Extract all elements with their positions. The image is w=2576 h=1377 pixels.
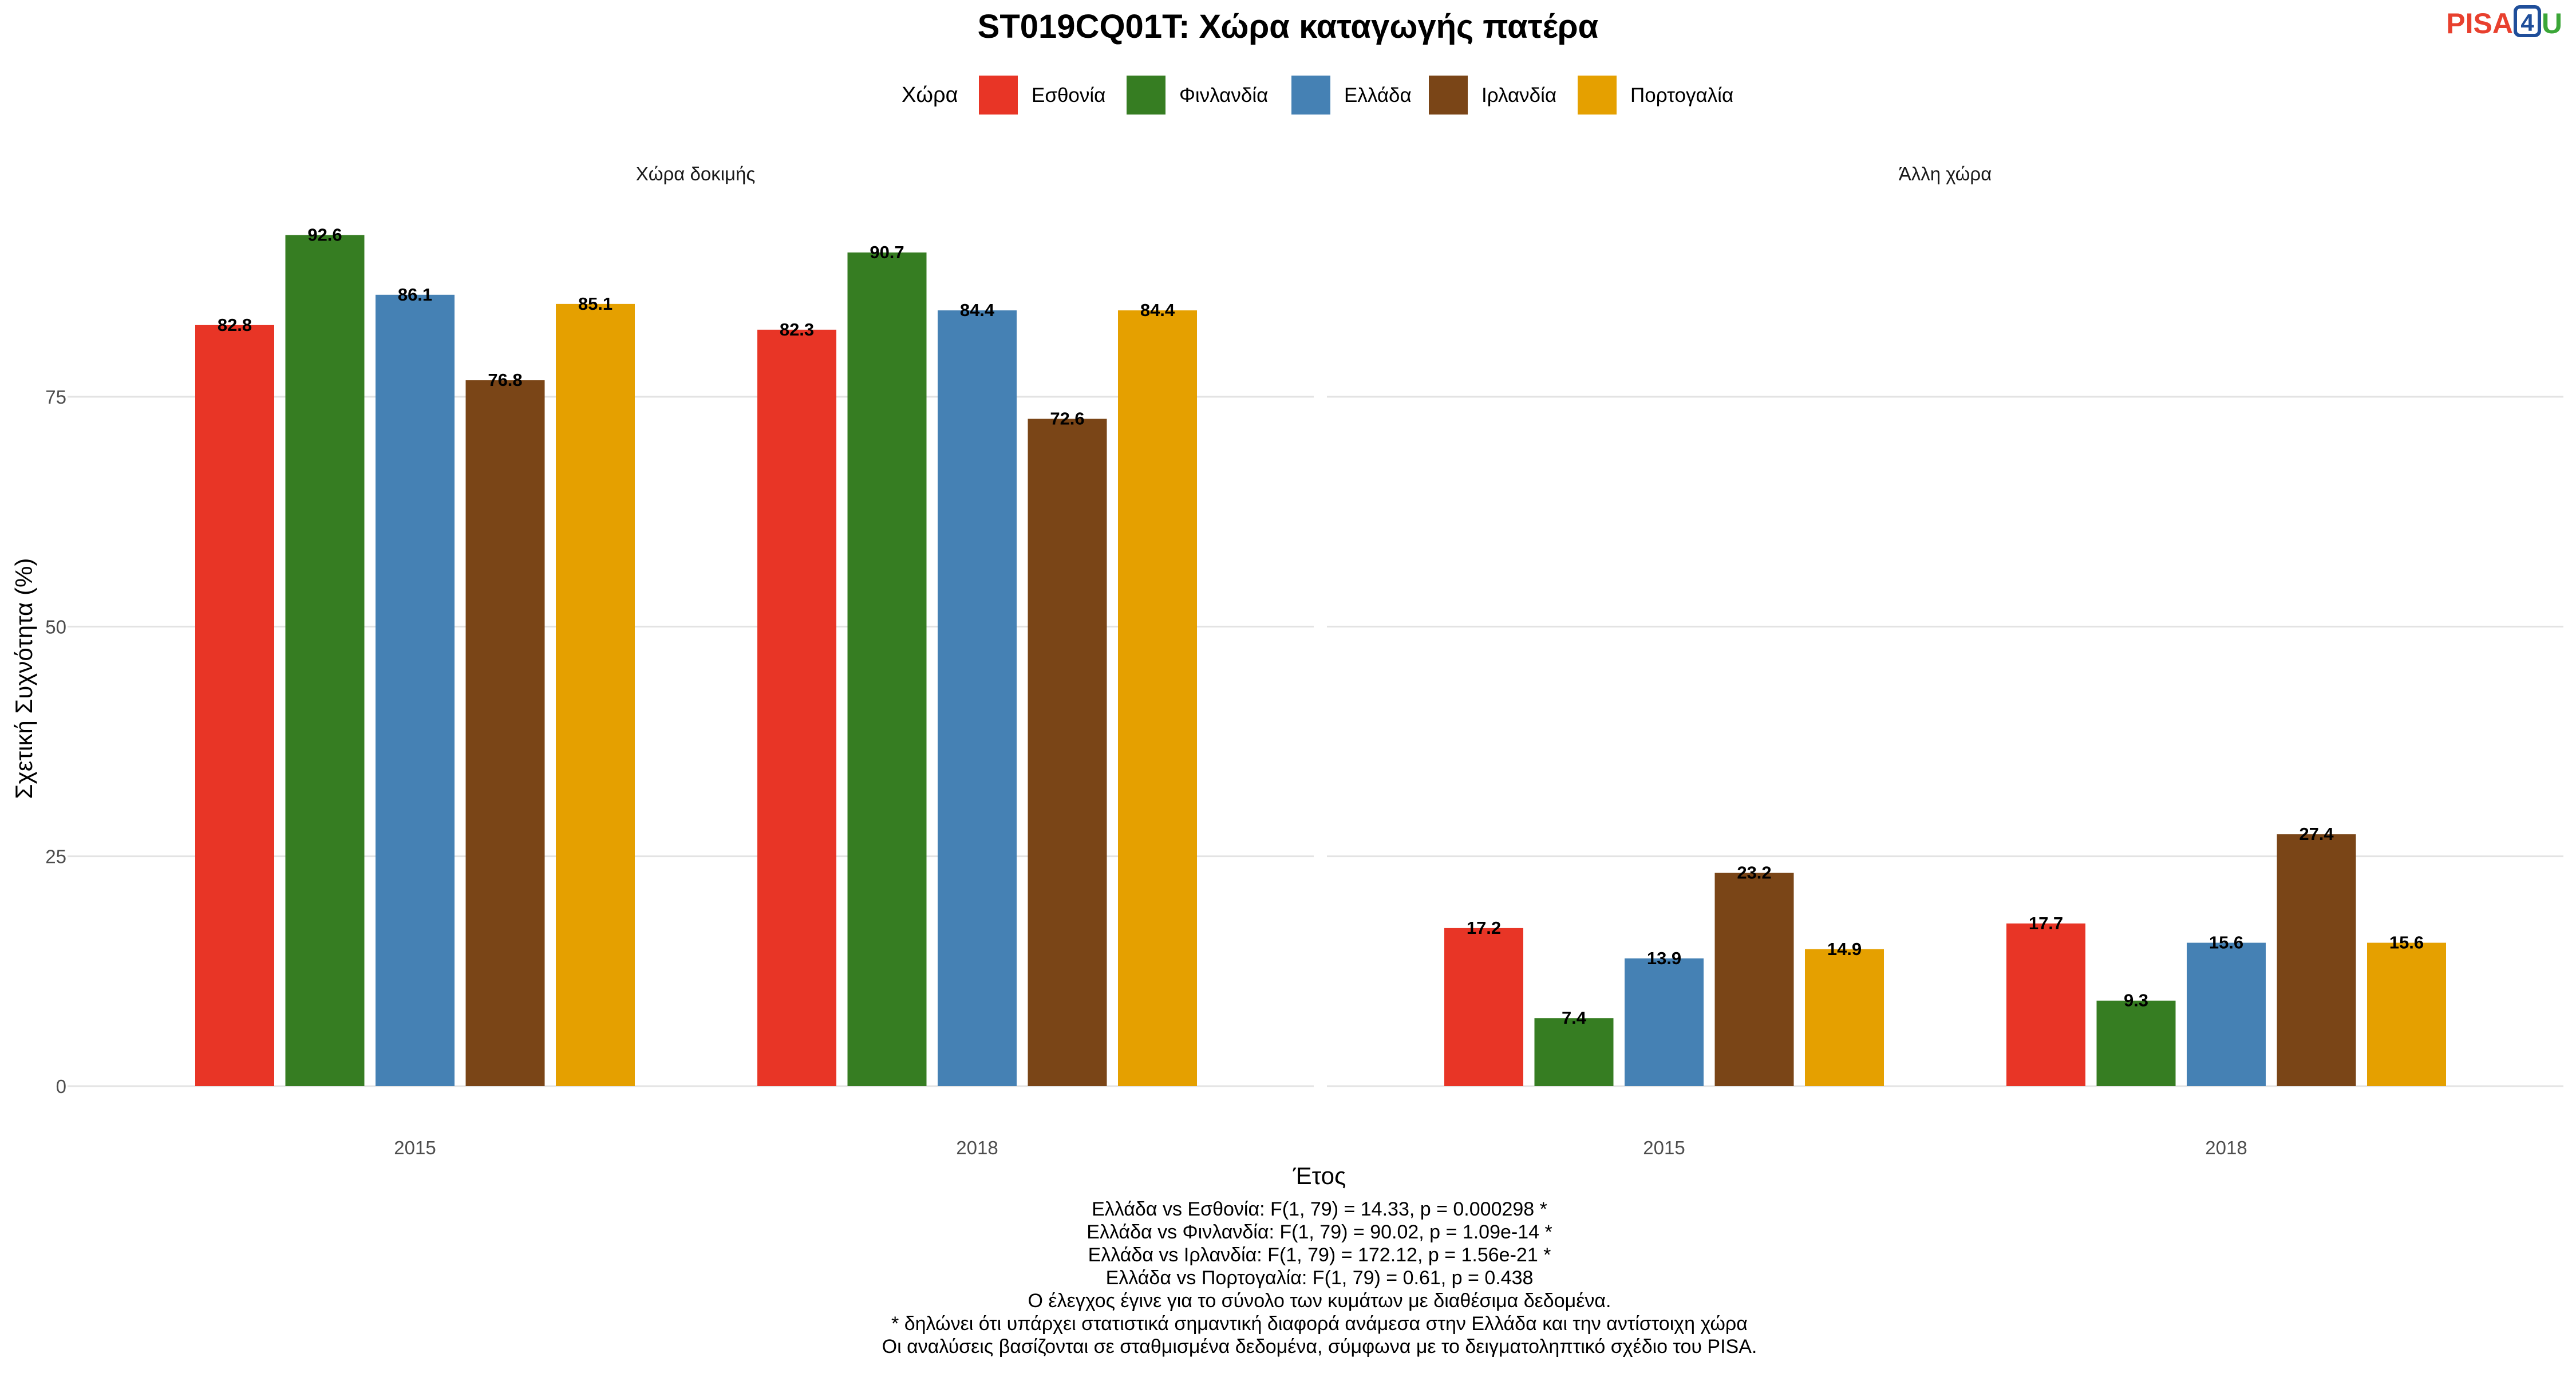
legend-swatch <box>1291 76 1330 115</box>
facet-label-other-country: Άλλη χώρα <box>1899 163 1992 184</box>
bar-value-label: 9.3 <box>2124 991 2148 1011</box>
bar <box>1028 419 1107 1086</box>
bar-value-label: 17.2 <box>1467 918 1501 938</box>
bar <box>2187 942 2266 1086</box>
bar <box>195 325 274 1087</box>
bars <box>195 235 2446 1087</box>
bar-value-label: 85.1 <box>578 294 613 314</box>
bar-value-label: 92.6 <box>307 224 342 244</box>
facet-label-test-country: Χώρα δοκιμής <box>636 163 756 184</box>
legend-label: Ιρλανδία <box>1481 84 1556 106</box>
bar <box>1625 958 1704 1086</box>
bar <box>1444 928 1523 1086</box>
chart-title: ST019CQ01T: Χώρα καταγωγής πατέρα <box>978 8 1599 45</box>
bar-value-label: 15.6 <box>2389 933 2424 953</box>
bar <box>2006 923 2085 1086</box>
logo-four-text: 4 <box>2520 9 2534 36</box>
x-axis: 2015 2018 2015 2018 <box>394 1137 2247 1158</box>
y-tick-label: 50 <box>45 616 66 637</box>
bar-value-label: 84.4 <box>960 300 995 320</box>
bar-value-label: 90.7 <box>870 242 904 262</box>
x-axis-title: Έτος <box>1293 1162 1346 1189</box>
legend-title: Χώρα <box>902 83 958 107</box>
y-tick-label: 25 <box>45 846 66 867</box>
bar-value-label: 84.4 <box>1140 300 1175 320</box>
legend-label: Πορτογαλία <box>1630 84 1733 106</box>
footnote-line: * δηλώνει ότι υπάρχει στατιστικά σημαντι… <box>891 1313 1748 1335</box>
bar <box>1805 949 1884 1086</box>
bar <box>757 329 836 1086</box>
legend-swatch <box>1578 76 1617 115</box>
bar <box>1714 873 1794 1086</box>
legend-swatch <box>1429 76 1468 115</box>
bar <box>556 303 635 1086</box>
pisa4u-logo: PISA 4 U <box>2446 5 2562 40</box>
legend-swatch <box>1127 76 1165 115</box>
bar <box>465 380 545 1086</box>
y-axis-title: Σχετική Συχνότητα (%) <box>10 558 37 799</box>
bar-value-label: 17.7 <box>2029 913 2063 933</box>
bar <box>938 310 1017 1087</box>
footnote-line: Ο έλεγχος έγινε για το σύνολο των κυμάτω… <box>1028 1290 1611 1312</box>
footnotes: Ελλάδα vs Εσθονία: F(1, 79) = 14.33, p =… <box>882 1198 1757 1358</box>
bar <box>2096 1000 2176 1086</box>
footnote-line: Ελλάδα vs Ιρλανδία: F(1, 79) = 172.12, p… <box>1088 1244 1551 1266</box>
bar <box>847 252 927 1087</box>
footnote-line: Οι αναλύσεις βασίζονται σε σταθμισμένα δ… <box>882 1336 1757 1358</box>
bar-value-label: 15.6 <box>2209 933 2243 953</box>
legend: Χώρα Εσθονία Φινλανδία Ελλάδα Ιρλανδία Πορτο… <box>902 76 1733 115</box>
bar <box>2277 834 2356 1086</box>
bar-value-label: 7.4 <box>1562 1008 1587 1028</box>
y-tick-label: 75 <box>45 386 66 408</box>
x-tick-label: 2015 <box>394 1137 436 1158</box>
bar-value-label: 82.8 <box>218 315 252 335</box>
footnote-line: Ελλάδα vs Φινλανδία: F(1, 79) = 90.02, p… <box>1086 1221 1552 1243</box>
bar <box>1534 1018 1614 1086</box>
legend-label: Φινλανδία <box>1179 84 1268 106</box>
bar <box>2367 942 2446 1086</box>
bar-value-label: 82.3 <box>780 319 814 340</box>
bar-value-label: 72.6 <box>1050 409 1084 429</box>
y-tick-label: 0 <box>56 1076 66 1097</box>
bar <box>285 235 365 1087</box>
x-tick-label: 2015 <box>1643 1137 1685 1158</box>
y-axis: 0 25 50 75 <box>45 386 66 1097</box>
legend-swatch <box>979 76 1018 115</box>
legend-label: Ελλάδα <box>1344 84 1412 106</box>
bar-value-label: 27.4 <box>2299 824 2334 844</box>
bar <box>1118 310 1197 1087</box>
x-tick-label: 2018 <box>956 1137 998 1158</box>
bar-value-label: 23.2 <box>1737 863 1771 883</box>
bar-labels: 82.8 92.6 86.1 76.8 85.1 82.3 90.7 84.4 72.6 84.4… <box>218 224 2424 1028</box>
x-tick-label: 2018 <box>2205 1137 2247 1158</box>
footnote-line: Ελλάδα vs Πορτογαλία: F(1, 79) = 0.61, p… <box>1106 1267 1534 1289</box>
bar-value-label: 76.8 <box>488 370 522 390</box>
bar <box>376 294 455 1086</box>
logo-u-text: U <box>2542 7 2562 40</box>
logo-pisa-text: PISA <box>2446 7 2513 40</box>
bar-value-label: 86.1 <box>398 285 432 305</box>
logo-four-box <box>2514 5 2541 37</box>
legend-label: Εσθονία <box>1032 84 1105 106</box>
bar-value-label: 14.9 <box>1827 939 1862 959</box>
bar-value-label: 13.9 <box>1647 948 1681 968</box>
footnote-line: Ελλάδα vs Εσθονία: F(1, 79) = 14.33, p =… <box>1092 1198 1547 1220</box>
